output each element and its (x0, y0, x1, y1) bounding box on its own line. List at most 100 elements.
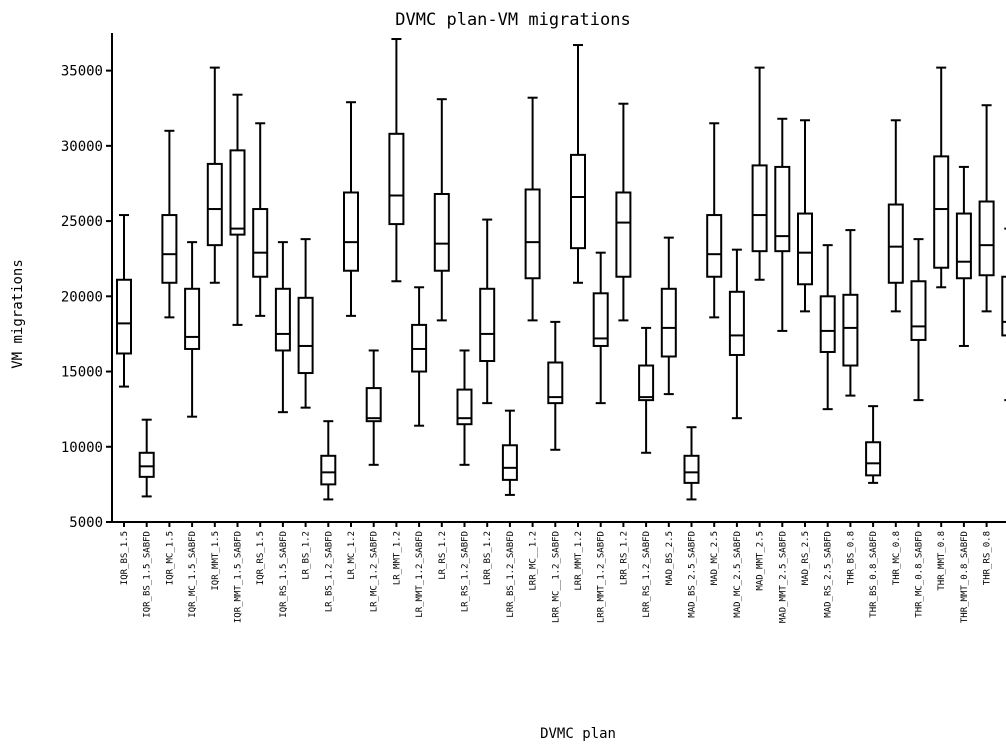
box-24 (638, 326, 655, 454)
box-12 (365, 349, 382, 466)
x-tick-label: THR_BS_0.8 (846, 531, 856, 585)
box-35 (887, 119, 904, 313)
box-5 (206, 66, 223, 284)
x-tick-label: IQR_MMT_1.5_SABFD (234, 531, 244, 623)
box-1 (116, 214, 132, 388)
x-tick-label: IQR_MMT_1.5 (211, 531, 221, 591)
box-31 (797, 119, 813, 313)
iqr-box (728, 290, 745, 356)
box-20 (547, 320, 564, 451)
box-27 (706, 122, 723, 319)
x-axis-label: DVMC plan (540, 726, 616, 742)
y-tick-label: 30000 (61, 139, 103, 155)
x-tick-label: THR_MC_0.8_SABFD (915, 531, 925, 618)
x-tick-label: MAD_RS_2.5 (801, 531, 811, 585)
x-tick-label: LRR_MC__1.2 (529, 531, 539, 591)
x-tick-label: LR_MC_1.2_SABFD (370, 531, 380, 612)
box-18 (501, 409, 518, 496)
x-tick-label: LR_BS_1.2_SABFD (324, 531, 334, 612)
iqr-box (933, 155, 950, 269)
iqr-box (229, 149, 246, 236)
box-2 (138, 418, 155, 498)
box-3 (161, 129, 178, 319)
iqr-box (524, 188, 541, 280)
iqr-box (297, 296, 314, 375)
x-tick-label: LR_MC_1.2 (347, 531, 357, 580)
x-tick-label: MAD_BS_2.5 (665, 531, 675, 585)
chart-title: DVMC plan-VM migrations (395, 10, 630, 30)
x-tick-label: MAD_MC_2.5 (710, 531, 720, 585)
x-tick-label: MAD_MMT_2.5 (756, 531, 766, 591)
x-tick-label: MAD_RS_2.5_SABFD (824, 531, 834, 618)
iqr-box (116, 278, 132, 355)
iqr-box (252, 208, 269, 278)
box-29 (751, 66, 768, 281)
iqr-box (797, 212, 813, 286)
box-36 (910, 238, 927, 402)
y-tick-label: 35000 (61, 64, 103, 80)
x-tick-label: LR_RS_1.2 (438, 531, 448, 580)
y-tick-label: 5000 (69, 515, 103, 531)
box-9 (297, 238, 314, 409)
box-30 (774, 117, 791, 332)
box-8 (274, 241, 291, 414)
box-15 (433, 98, 450, 322)
iqr-box (320, 454, 337, 486)
iqr-box (751, 164, 768, 253)
x-tick-label: LRR_RS_1.2_SABFD (642, 531, 652, 618)
iqr-box (274, 287, 291, 352)
x-tick-label: IQR_RS_1.5_SABFD (279, 531, 289, 618)
box-17 (479, 218, 496, 405)
x-tick-label: THR_MMT_0.8_SABFD (960, 531, 970, 623)
iqr-box (1001, 275, 1006, 337)
x-tick-label: THR_RS_0.8 (983, 531, 993, 585)
y-tick-label: 25000 (61, 214, 103, 230)
iqr-box (343, 191, 359, 272)
iqr-box (887, 203, 904, 284)
plot-area: 5000 10000 15000 20000 25000 30000 35000 IQR_BS… (61, 33, 1006, 623)
iqr-box (479, 287, 496, 363)
iqr-box (842, 293, 859, 367)
iqr-box (683, 454, 700, 484)
box-33 (842, 229, 859, 397)
iqr-box (910, 280, 927, 341)
x-tick-label: MAD_BS_2.5_SABFD (688, 531, 698, 618)
iqr-box (615, 191, 632, 278)
box-6 (229, 93, 246, 326)
box-16 (456, 349, 473, 466)
box-25 (660, 236, 677, 396)
x-tick-label: IQR_RS_1.5 (256, 531, 266, 585)
x-tick-label: LR_BS_1.2 (302, 531, 312, 580)
x-tick-label: LRR_RS_1.2 (619, 531, 629, 585)
box-40 (1001, 227, 1006, 402)
y-axis-label: VM migrations (10, 259, 26, 369)
x-tick-label: LR_MMT_1.2 (392, 531, 402, 585)
x-tick-label: THR_MC_0.8 (892, 531, 902, 585)
x-tick-label: LRR_BS_1.2 (483, 531, 493, 585)
iqr-box (570, 153, 586, 250)
box-7 (252, 122, 269, 317)
box-14 (411, 286, 428, 427)
box-23 (615, 102, 632, 322)
iqr-box (161, 214, 178, 284)
box-37 (933, 66, 950, 289)
iqr-box (547, 361, 564, 405)
x-tick-label: IQR_BS_1.5_SABFD (143, 531, 153, 618)
x-tick-label: IQR_BS_1.5 (120, 531, 130, 585)
box-13 (388, 38, 405, 283)
x-tick-label: THR_BS_0.8_SABFD (869, 531, 879, 618)
y-tick-label: 10000 (61, 440, 103, 456)
box-22 (592, 251, 609, 405)
box-34 (865, 405, 882, 484)
iqr-box (592, 292, 609, 347)
x-tick-label: LRR_MMT_1.2 (574, 531, 584, 591)
box-28 (728, 248, 745, 420)
iqr-box (660, 287, 677, 358)
box-32 (819, 244, 836, 411)
iqr-box (501, 444, 518, 481)
iqr-box (388, 132, 405, 226)
iqr-box (433, 192, 450, 272)
iqr-box (456, 388, 473, 426)
x-tick-label: IQR_MC_1.5_SABFD (188, 531, 198, 618)
